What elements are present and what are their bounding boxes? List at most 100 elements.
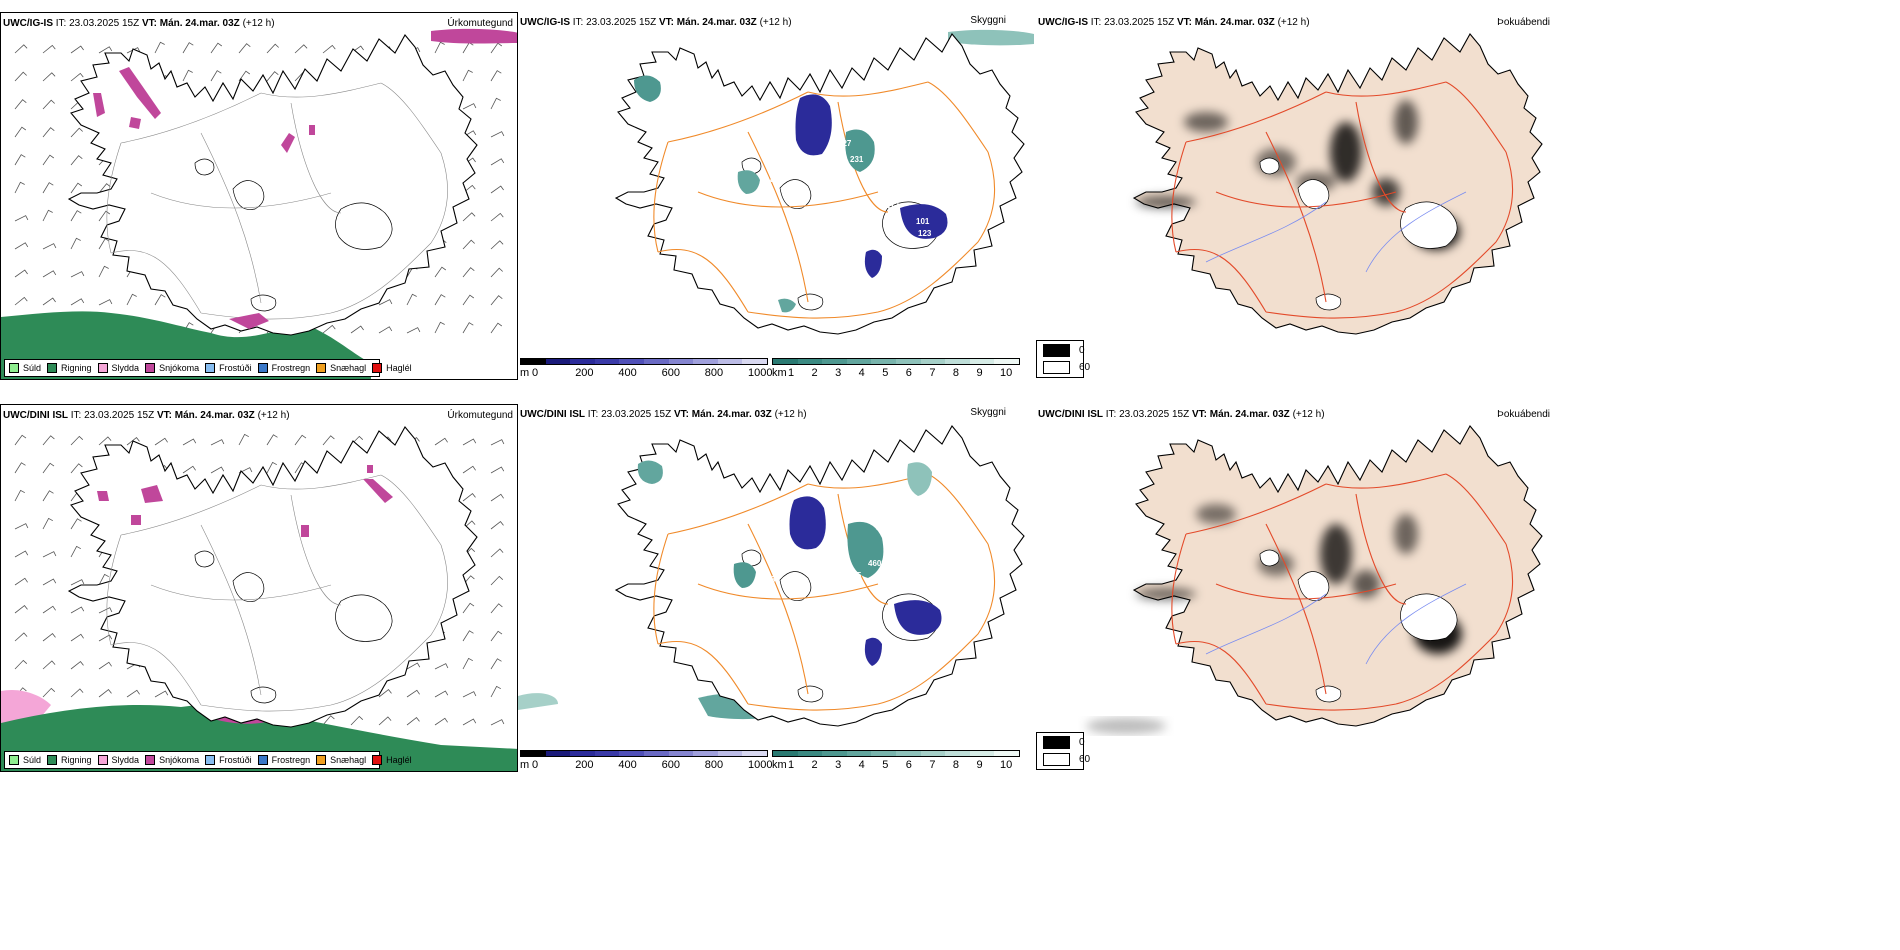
legend-label: Súld bbox=[23, 363, 42, 373]
wind-barb bbox=[462, 493, 476, 502]
wind-barb bbox=[462, 438, 477, 446]
colorbar-tick: 400 bbox=[618, 759, 637, 771]
visibility-label: 103 bbox=[664, 101, 678, 110]
wind-barb bbox=[462, 602, 475, 614]
wind-barb bbox=[462, 630, 474, 642]
visibility-label: 4608 bbox=[868, 559, 886, 568]
wind-barb bbox=[490, 719, 505, 726]
wind-barb bbox=[42, 605, 56, 614]
visibility-label: 149 bbox=[946, 603, 960, 612]
visibility-label: 101 bbox=[916, 217, 930, 226]
wind-barb bbox=[462, 212, 476, 222]
wind-barb bbox=[42, 687, 56, 698]
wind-barb bbox=[70, 210, 82, 222]
snow-patches bbox=[97, 465, 393, 537]
wind-barb bbox=[42, 182, 54, 194]
colorbar-km: km 1 2 3 4 5 6 7 8 9 10 bbox=[772, 750, 1020, 772]
fog-legend: 0 60 bbox=[1036, 732, 1090, 770]
wind-barb bbox=[490, 240, 504, 250]
wind-barb bbox=[70, 72, 84, 82]
visibility-panel-dini: UWC/DINI ISL IT: 23.03.2025 15Z VT: Mán.… bbox=[518, 404, 1036, 772]
wind-barb bbox=[462, 294, 475, 306]
panel-type-label: Þokuábendi bbox=[1497, 17, 1550, 28]
visibility-label: 363 bbox=[936, 493, 950, 502]
wind-barb bbox=[434, 690, 449, 698]
visibility-label: 123 bbox=[918, 229, 932, 238]
wind-barb bbox=[14, 577, 28, 586]
fog-legend-label: 0 bbox=[1079, 345, 1085, 356]
visibility-label: 161 bbox=[894, 571, 908, 580]
wind-barb bbox=[490, 493, 504, 502]
wind-barb bbox=[406, 662, 421, 670]
colorbar-tick: 1 bbox=[788, 367, 795, 379]
wind-barb bbox=[70, 155, 83, 166]
colorbar-tick: 1 bbox=[788, 759, 795, 771]
colorbar-unit: m bbox=[520, 759, 530, 771]
visibility-values: 296 103 127 231 800 106 112 123 101 102 308 125 55 bbox=[664, 69, 984, 268]
wind-barb bbox=[70, 45, 84, 54]
wind-barb bbox=[70, 545, 81, 558]
colorbar-tick: 2 bbox=[811, 759, 818, 771]
wind-barb bbox=[42, 551, 57, 558]
wind-barb bbox=[462, 42, 474, 54]
wind-barb bbox=[406, 293, 417, 306]
wind-barb bbox=[378, 326, 393, 334]
legend-item: Frostúði bbox=[205, 755, 252, 765]
wind-barb bbox=[70, 606, 85, 614]
visibility-label: 296 bbox=[678, 69, 692, 78]
panel-title: UWC/DINI ISL IT: 23.03.2025 15Z VT: Mán.… bbox=[520, 409, 807, 420]
legend-item: Rigning bbox=[47, 755, 92, 765]
visibility-label: 112 bbox=[964, 599, 977, 608]
colorbar-tick: 3 bbox=[835, 367, 842, 379]
wind-barb bbox=[70, 463, 83, 474]
colorbar-tick: 6 bbox=[905, 367, 912, 379]
wind-barb bbox=[42, 633, 56, 642]
wind-barb bbox=[462, 103, 477, 110]
legend-swatch bbox=[205, 755, 216, 765]
visibility-label: 308 bbox=[966, 201, 980, 210]
legend-item: Súld bbox=[9, 755, 41, 765]
panel-title: UWC/IG-IS IT: 23.03.2025 15Z VT: Mán. 24… bbox=[520, 17, 792, 28]
wind-barb bbox=[238, 467, 253, 474]
wind-barb bbox=[238, 43, 251, 54]
wind-barb bbox=[294, 434, 307, 446]
legend-label: Slydda bbox=[111, 363, 140, 373]
colorbar-m: m 0 200 400 600 800 1000 bbox=[520, 358, 772, 380]
fog-legend-item: 0 bbox=[1043, 736, 1085, 749]
wind-barb bbox=[406, 717, 420, 726]
wind-barb bbox=[434, 321, 445, 334]
wind-barb bbox=[462, 69, 473, 82]
legend-swatch bbox=[257, 363, 268, 373]
colorbar-tick: 7 bbox=[929, 367, 936, 379]
legend-label: Snæhagl bbox=[330, 755, 367, 765]
wind-barb bbox=[490, 158, 505, 166]
fog-legend-swatch bbox=[1043, 753, 1070, 766]
legend-item: Haglél bbox=[372, 755, 412, 765]
wind-barb bbox=[350, 325, 364, 334]
wind-barb bbox=[182, 42, 194, 54]
colorbar-strip bbox=[520, 750, 768, 757]
wind-barb bbox=[154, 437, 168, 446]
colorbar-tick: 10 bbox=[1000, 759, 1013, 771]
legend-swatch bbox=[316, 755, 327, 765]
colorbar-tick: 3 bbox=[835, 759, 842, 771]
wind-barb bbox=[322, 715, 335, 726]
legend-label: Frostregn bbox=[271, 755, 311, 765]
visibility-label: 55 bbox=[914, 259, 923, 268]
wind-barb bbox=[266, 434, 278, 446]
wind-barb bbox=[98, 689, 112, 698]
legend-swatch bbox=[316, 363, 327, 373]
wind-barb bbox=[434, 266, 447, 278]
sleet-area bbox=[1, 689, 51, 723]
legend-label: Snjókoma bbox=[159, 363, 200, 373]
wind-barb bbox=[490, 295, 503, 306]
wind-barb bbox=[378, 689, 392, 698]
wind-barb bbox=[70, 435, 84, 446]
wind-barb bbox=[406, 689, 420, 698]
legend-label: Haglél bbox=[386, 755, 412, 765]
wind-barb bbox=[70, 237, 81, 250]
wind-barb bbox=[98, 661, 112, 670]
wind-barb bbox=[98, 573, 109, 586]
wind-barb bbox=[14, 44, 28, 54]
colorbar-tick: 8 bbox=[952, 367, 959, 379]
